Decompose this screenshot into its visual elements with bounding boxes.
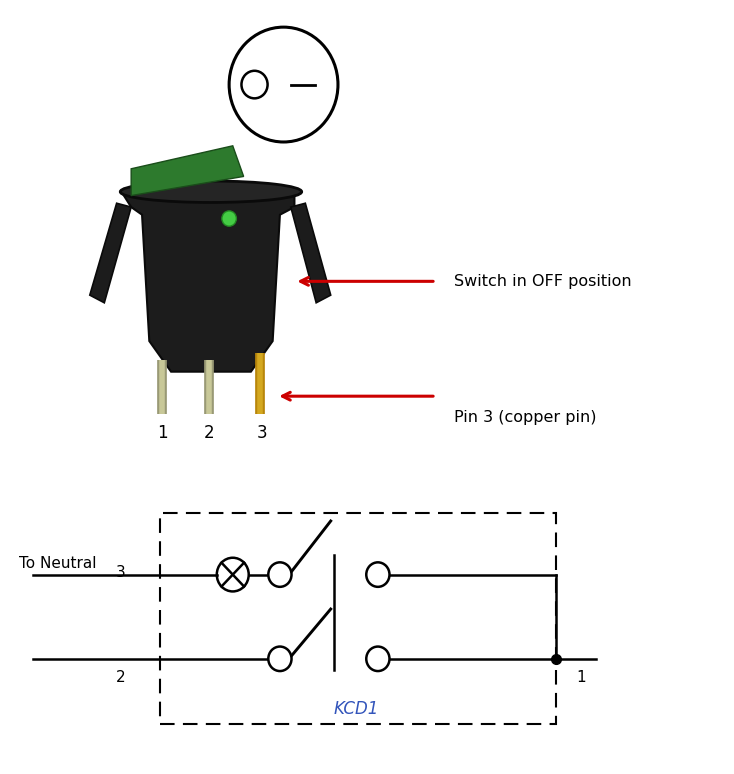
Text: 3: 3 bbox=[115, 565, 126, 580]
Circle shape bbox=[366, 646, 390, 671]
Circle shape bbox=[366, 563, 390, 587]
Bar bbox=[160, 513, 556, 724]
Text: 1: 1 bbox=[157, 423, 167, 442]
Circle shape bbox=[269, 563, 291, 587]
Polygon shape bbox=[291, 204, 331, 303]
Text: KCD1: KCD1 bbox=[333, 700, 379, 717]
Circle shape bbox=[222, 211, 236, 226]
Text: Pin 3 (copper pin): Pin 3 (copper pin) bbox=[454, 410, 597, 425]
Polygon shape bbox=[124, 196, 294, 372]
Text: To Neutral: To Neutral bbox=[18, 556, 96, 570]
Text: Switch in OFF position: Switch in OFF position bbox=[454, 274, 632, 289]
Text: 2: 2 bbox=[203, 423, 214, 442]
Text: 3: 3 bbox=[256, 423, 267, 442]
Text: 2: 2 bbox=[115, 670, 125, 686]
Circle shape bbox=[269, 646, 291, 671]
Polygon shape bbox=[90, 204, 131, 303]
Text: 1: 1 bbox=[576, 670, 586, 686]
Polygon shape bbox=[131, 146, 244, 196]
Ellipse shape bbox=[120, 181, 302, 203]
